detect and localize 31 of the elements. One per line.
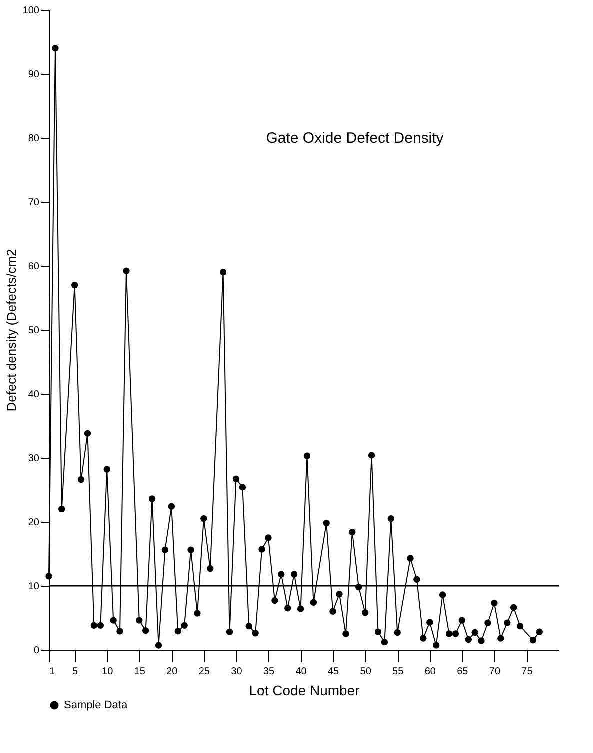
y-tick-label: 40 — [28, 390, 40, 400]
x-tick-label: 60 — [424, 666, 436, 678]
x-tick-label: 55 — [392, 666, 404, 678]
text: Gate Oxide Defect Density — [266, 130, 444, 147]
x-tick-label: 10 — [102, 666, 114, 678]
y-tick-label: 50 — [28, 326, 40, 336]
y-tick-label: 80 — [28, 134, 40, 144]
x-tick-label: 5 — [72, 666, 79, 678]
x-axis-title: Lot Code Number — [249, 682, 360, 698]
y-tick-label: 0 — [34, 646, 40, 656]
y-tick-label: 100 — [22, 6, 40, 16]
x-tick-label: 40 — [296, 666, 308, 678]
legend-label: Sample Data — [64, 700, 128, 712]
y-tick-label: 70 — [28, 198, 40, 208]
x-tick-label: 45 — [328, 666, 340, 678]
y-tick-label: 90 — [28, 70, 40, 80]
x-tick-label: 75 — [522, 666, 534, 678]
y-tick-label: 10 — [28, 582, 40, 592]
y-tick-label: 20 — [28, 518, 40, 528]
y-tick-label: 30 — [28, 454, 40, 464]
x-tick-label: 1 — [50, 666, 56, 678]
x-tick-label: 70 — [489, 666, 501, 678]
x-tick-label: 20 — [166, 666, 178, 678]
y-axis-title: Defect density (Defects/cm2 — [4, 249, 19, 412]
x-tick-label: 15 — [134, 666, 146, 678]
x-tick-label: 35 — [263, 666, 275, 678]
x-tick-label: 25 — [198, 666, 210, 678]
x-tick-label: 65 — [457, 666, 469, 678]
x-tick-label: 30 — [231, 666, 243, 678]
x-tick-label: 50 — [360, 666, 372, 678]
y-tick-label: 60 — [28, 262, 40, 272]
